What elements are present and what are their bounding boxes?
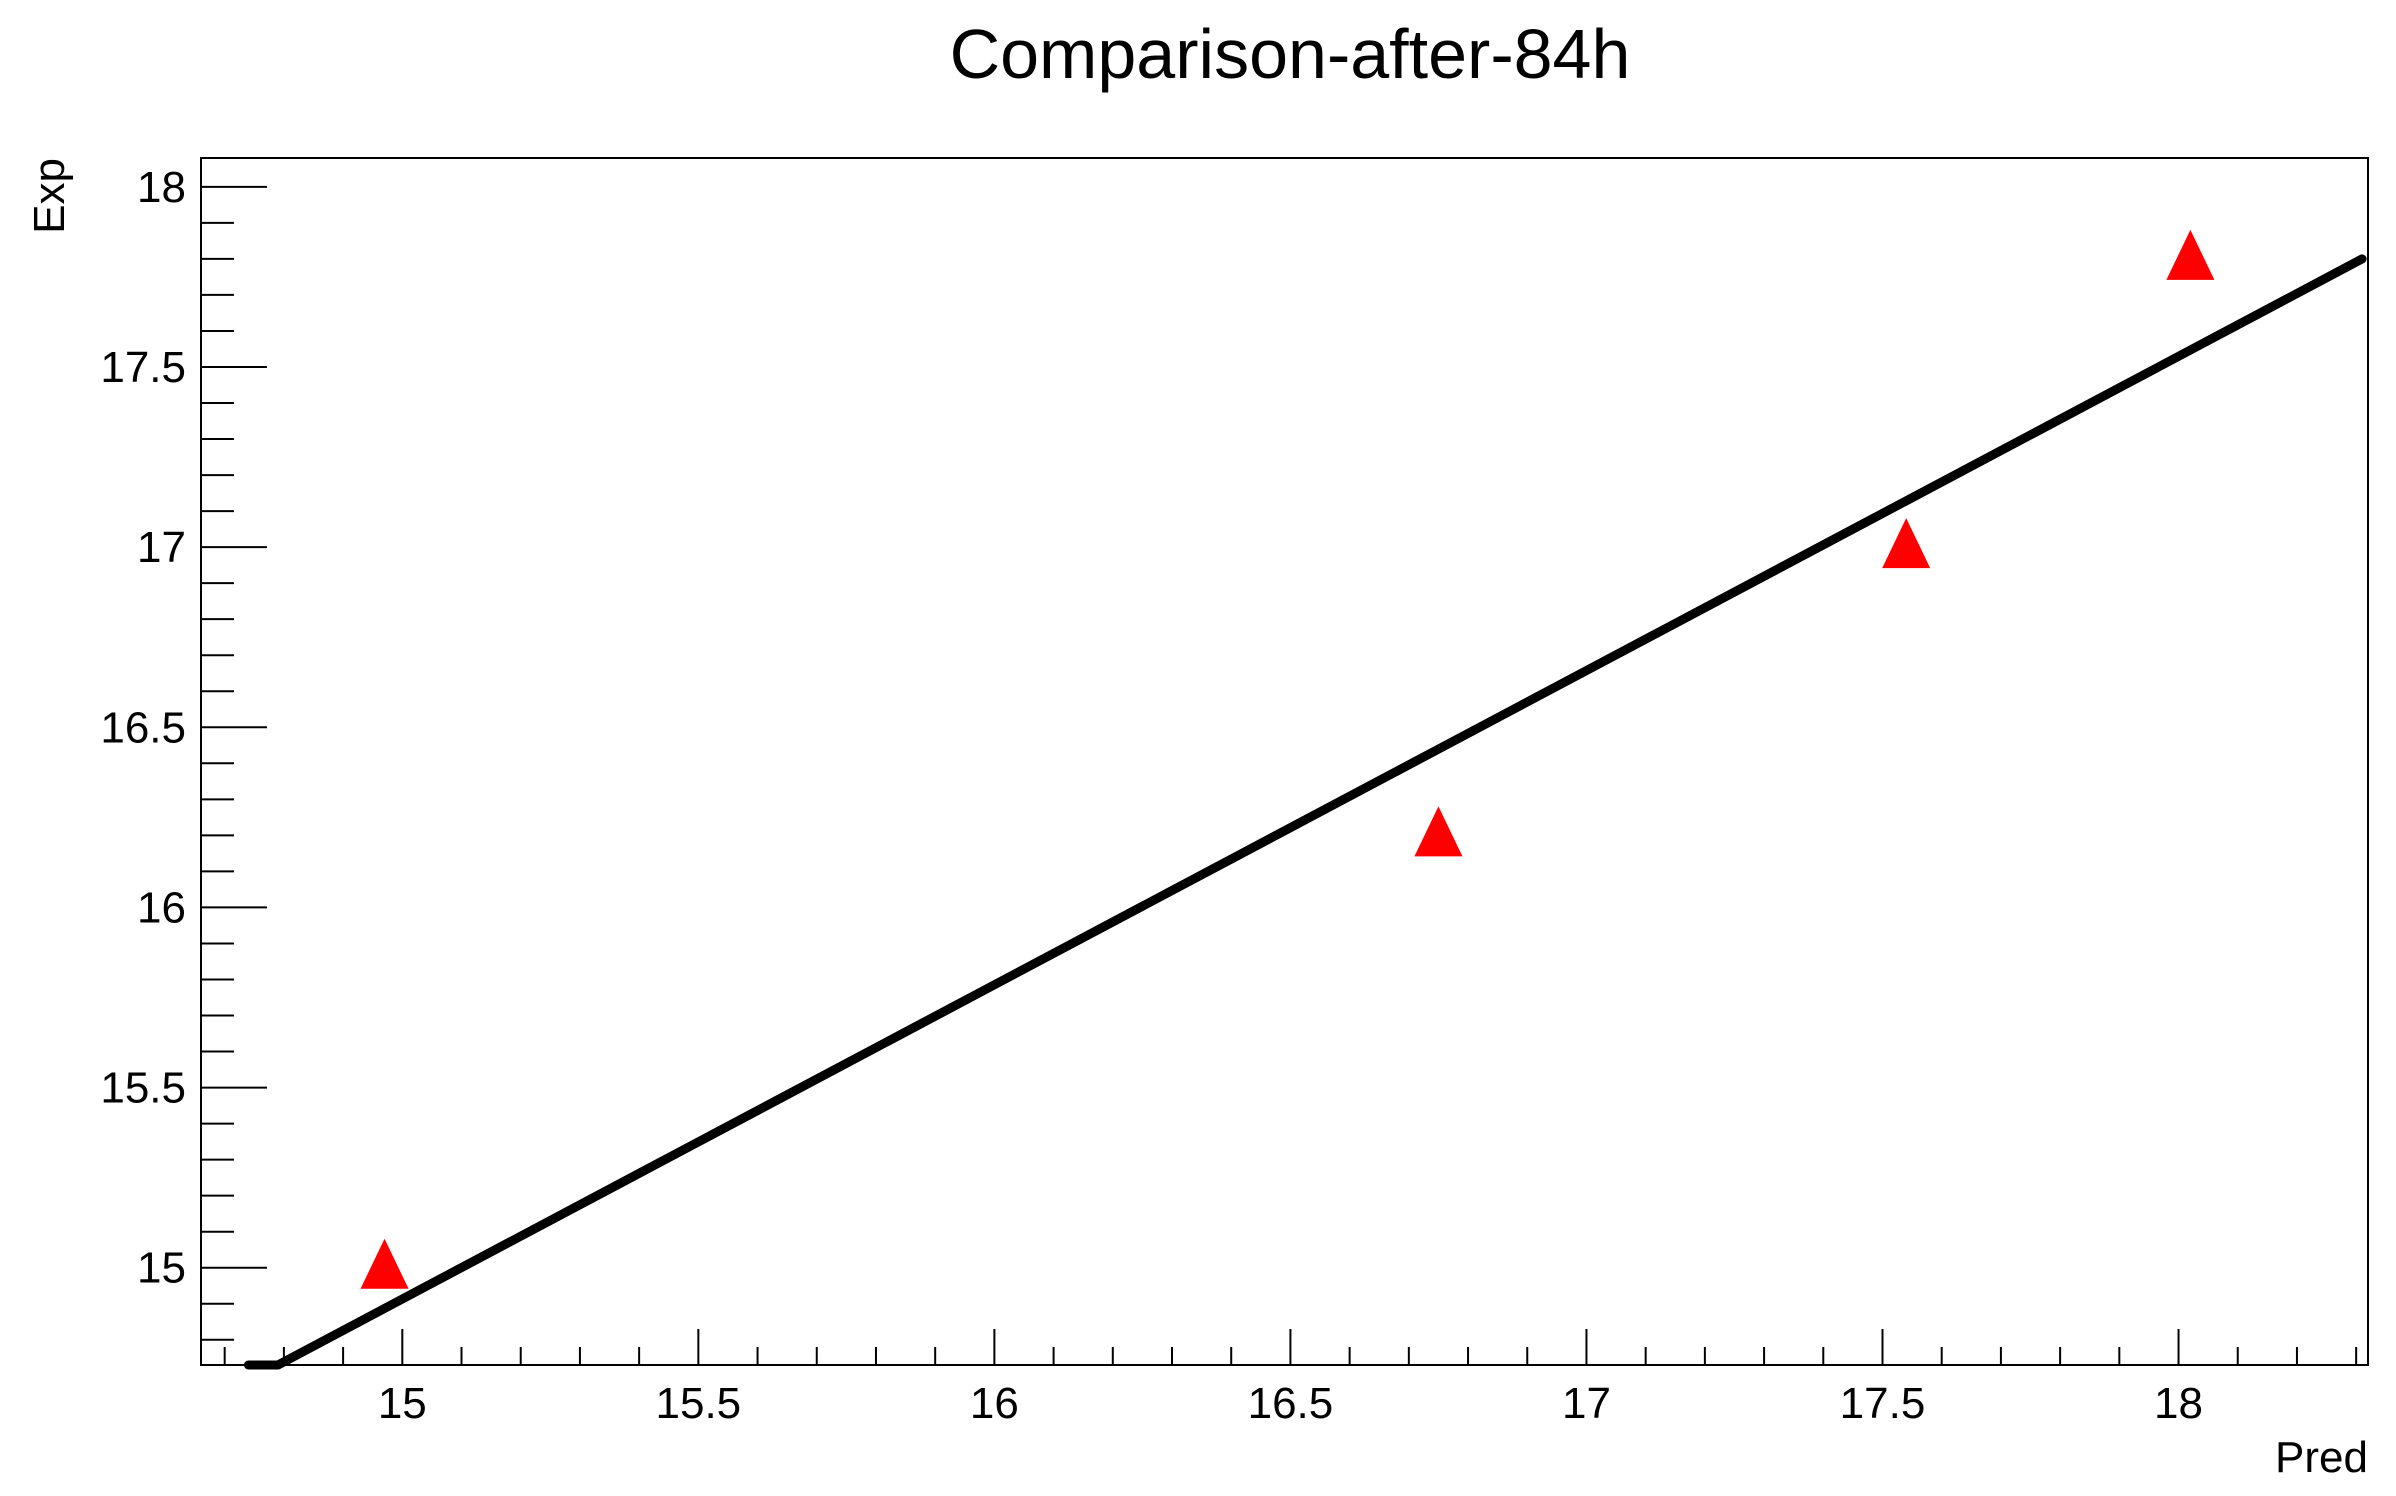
x-tick-label: 16.5 (1248, 1379, 1334, 1428)
plot-area (200, 157, 2369, 1370)
y-tick-label: 16.5 (100, 703, 186, 752)
plot-frame (200, 157, 2369, 1366)
x-tick-label: 15 (378, 1379, 427, 1428)
chart-title: Comparison-after-84h (950, 15, 1631, 93)
data-point (1414, 806, 1463, 857)
y-tick-label: 17.5 (100, 343, 186, 392)
x-tick-label: 17 (1562, 1379, 1611, 1428)
y-tick-label: 18 (137, 163, 186, 212)
data-point (360, 1238, 409, 1289)
x-tick-label: 18 (2154, 1379, 2203, 1428)
x-axis: 15 15.5 16 16.5 17 17.5 18 (223, 1329, 2358, 1428)
y-axis-label: Exp (25, 158, 74, 234)
y-tick-label: 16 (137, 883, 186, 932)
y-tick-label: 17 (137, 523, 186, 572)
fit-line (243, 254, 2367, 1370)
y-axis: 15 15.5 16 16.5 17 17.5 18 (100, 163, 267, 1341)
data-point (1882, 518, 1931, 569)
y-tick-label: 15 (137, 1244, 186, 1293)
x-axis-label: Pred (2275, 1433, 2368, 1482)
x-tick-label: 15.5 (656, 1379, 742, 1428)
data-point (2166, 229, 2215, 280)
x-tick-label: 17.5 (1840, 1379, 1926, 1428)
x-tick-label: 16 (970, 1379, 1019, 1428)
y-tick-label: 15.5 (100, 1064, 186, 1113)
